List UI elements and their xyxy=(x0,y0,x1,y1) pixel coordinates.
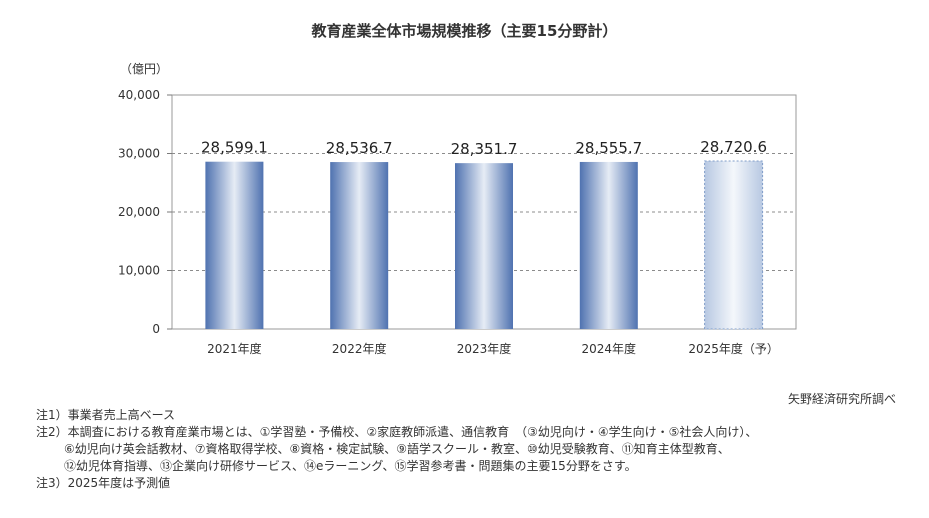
bar-value-label: 28,599.1 xyxy=(201,139,268,157)
note-2-cont-2: ⑫幼児体育指導、⑬企業向け研修サービス、⑭eラーニング、⑮学習参考書・問題集の主… xyxy=(64,459,637,473)
bar-value-label: 28,351.7 xyxy=(451,140,518,158)
note-1: 注1）事業者売上高ベース xyxy=(36,408,176,422)
x-tick-label: 2021年度 xyxy=(207,341,262,356)
y-tick-label: 10,000 xyxy=(118,264,160,278)
chart-title: 教育産業全体市場規模推移（主要15分野計） xyxy=(311,22,618,40)
bar xyxy=(455,163,513,329)
x-tick-label: 2025年度（予） xyxy=(688,341,779,356)
bar-value-label: 28,555.7 xyxy=(575,139,642,157)
x-axis-ticks: 2021年度 2022年度 2023年度 2024年度 2025年度（予） xyxy=(207,341,779,356)
y-tick-label: 0 xyxy=(152,322,160,336)
bar-value-label: 28,536.7 xyxy=(326,139,393,157)
y-axis-unit-label: （億円） xyxy=(120,62,169,76)
value-labels: 28,599.1 28,536.7 28,351.7 28,555.7 28,720.6 xyxy=(201,138,767,158)
bars-group xyxy=(205,160,764,330)
bar xyxy=(205,161,264,329)
y-tick-label: 30,000 xyxy=(118,147,160,161)
note-2: 注2）本調査における教育産業市場とは、①学習塾・予備校、②家庭教師派遣、通信教育… xyxy=(36,425,758,439)
y-axis-ticks: 0 10,000 20,000 30,000 40,000 xyxy=(118,88,172,336)
bar xyxy=(330,162,389,329)
y-tick-label: 40,000 xyxy=(118,88,160,102)
bar-value-label: 28,720.6 xyxy=(700,138,767,156)
note-3: 注3）2025年度は予測値 xyxy=(36,476,171,490)
bar xyxy=(579,161,638,329)
x-tick-label: 2024年度 xyxy=(582,341,637,356)
bar xyxy=(704,160,764,330)
note-2-cont-1: ⑥幼児向け英会話教材、⑦資格取得学校、⑧資格・検定試験、⑨語学スクール・教室、⑩… xyxy=(64,442,730,456)
x-tick-label: 2022年度 xyxy=(332,341,387,356)
y-tick-label: 20,000 xyxy=(118,205,160,219)
source-credit: 矢野経済研究所調べ xyxy=(787,392,896,406)
notes: 注1）事業者売上高ベース 注2）本調査における教育産業市場とは、①学習塾・予備校… xyxy=(36,407,757,492)
bar-chart: 0 10,000 20,000 30,000 40,000 28,599.1 28,536… xyxy=(118,88,797,356)
x-tick-label: 2023年度 xyxy=(457,341,512,356)
